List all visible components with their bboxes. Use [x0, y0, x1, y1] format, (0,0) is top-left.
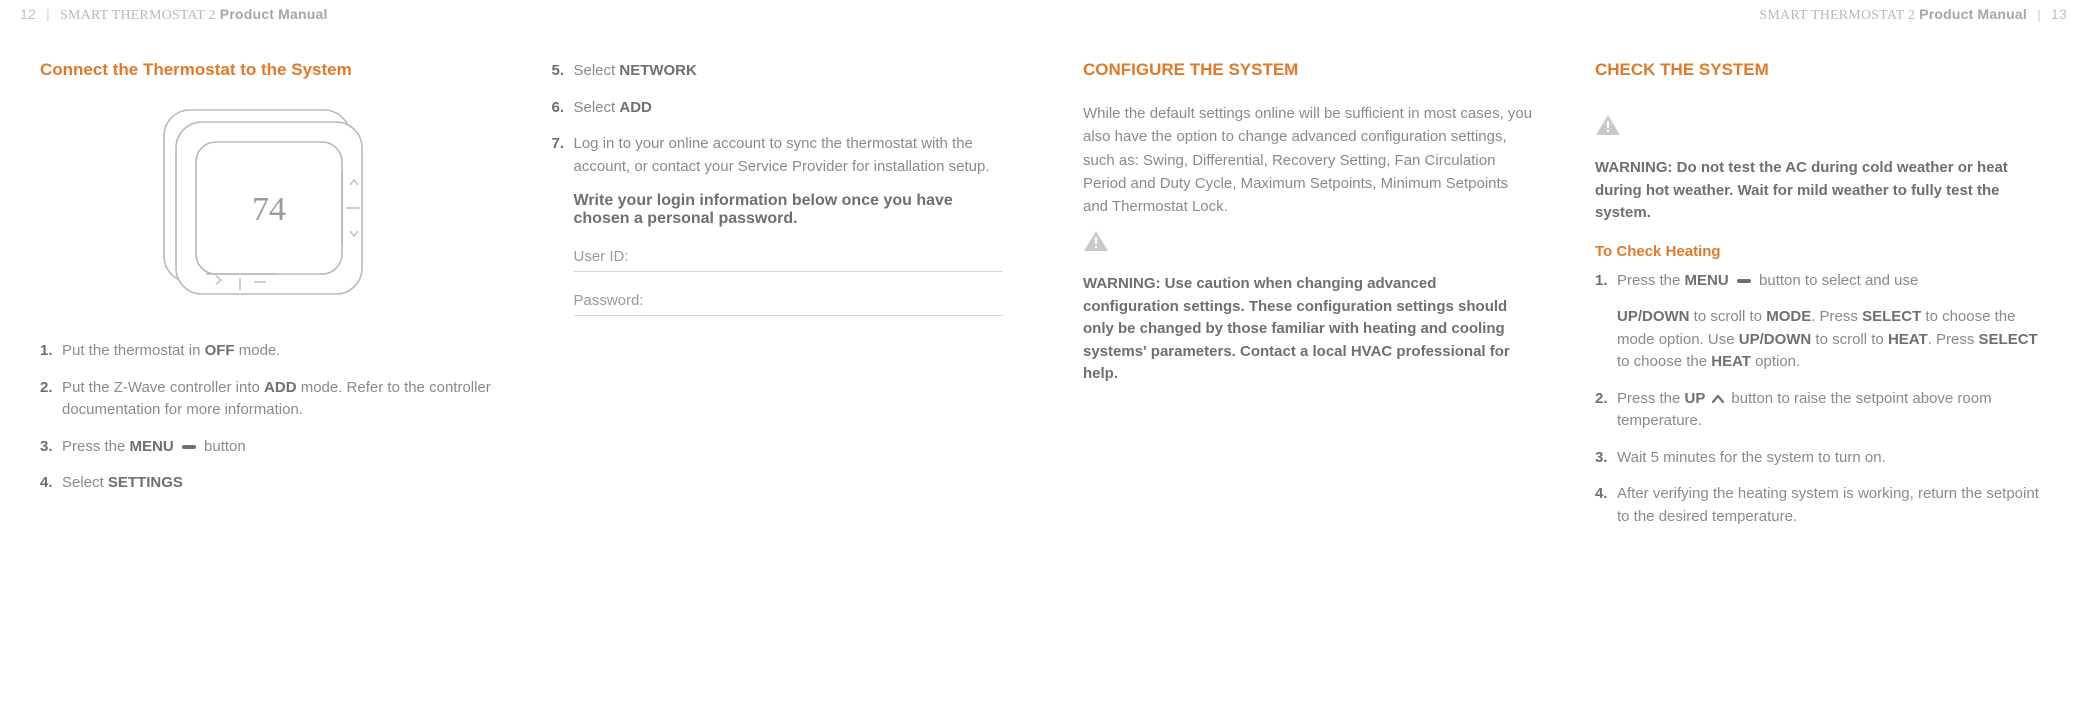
- right-col-1: CONFIGURE THE SYSTEM While the default s…: [1083, 60, 1535, 542]
- write-login-note: Write your login information below once …: [552, 192, 1004, 228]
- heading-check: CHECK THE SYSTEM: [1595, 60, 2047, 80]
- step-item: 3. Wait 5 minutes for the system to turn …: [1595, 447, 2047, 470]
- thermo-temp: 74: [252, 191, 286, 228]
- left-col2-steps: 5. Select NETWORK 6. Select ADD 7. Log in to …: [552, 60, 1004, 178]
- right-columns: CONFIGURE THE SYSTEM While the default s…: [1083, 60, 2047, 542]
- subheading-check-heating: To Check Heating: [1595, 243, 2047, 260]
- brand-serif: SMART THERMOSTAT 2: [1759, 8, 1915, 23]
- step-text: Wait 5 minutes for the system to turn on…: [1617, 449, 1886, 466]
- step-text: Put the Z-Wave controller into ADD mode.…: [62, 379, 491, 419]
- configure-warning: WARNING: Use caution when changing advan…: [1083, 273, 1535, 386]
- step-number: 4.: [1595, 483, 1608, 506]
- user-id-label: User ID:: [574, 248, 629, 265]
- page-right: SMART THERMOSTAT 2 Product Manual | 13 C…: [1043, 0, 2087, 706]
- step-item: 2. Press the UP button to raise the setpo…: [1595, 388, 2047, 433]
- heading-configure: CONFIGURE THE SYSTEM: [1083, 60, 1535, 80]
- left-col-1: Connect the Thermostat to the System: [40, 60, 492, 509]
- configure-intro: While the default settings online will b…: [1083, 102, 1535, 218]
- brand-serif: SMART THERMOSTAT 2: [60, 8, 216, 23]
- running-head-right: SMART THERMOSTAT 2 Product Manual | 13: [1759, 6, 2067, 24]
- brand-bold: Product Manual: [1919, 6, 2027, 22]
- warning-icon: [1595, 114, 1621, 136]
- password-label: Password:: [574, 292, 644, 309]
- divider: |: [2031, 6, 2047, 22]
- step-number: 1.: [40, 340, 53, 363]
- step-number: 3.: [40, 436, 53, 459]
- divider: |: [40, 6, 56, 22]
- step-item: 4. After verifying the heating system is …: [1595, 483, 2047, 528]
- page-left: 12 | SMART THERMOSTAT 2 Product Manual C…: [0, 0, 1043, 706]
- user-id-field[interactable]: User ID:: [574, 240, 1004, 272]
- step-text: Log in to your online account to sync th…: [574, 135, 990, 175]
- step-item: 6. Select ADD: [552, 97, 1004, 120]
- step-text: Put the thermostat in OFF mode.: [62, 342, 280, 359]
- step-item: 2. Put the Z-Wave controller into ADD mod…: [40, 377, 492, 422]
- brand-bold: Product Manual: [220, 6, 328, 22]
- left-columns: Connect the Thermostat to the System: [40, 60, 1003, 509]
- step-text: Select SETTINGS: [62, 474, 183, 491]
- step-number: 2.: [1595, 388, 1608, 411]
- step-number: 5.: [552, 60, 565, 83]
- right-col-2: CHECK THE SYSTEM WARNING: Do not test th…: [1595, 60, 2047, 542]
- step-item: 1. Press the MENU button to select and us…: [1595, 270, 2047, 374]
- step-item: 1. Put the thermostat in OFF mode.: [40, 340, 492, 363]
- step-text: Select NETWORK: [574, 62, 697, 79]
- right-col2-steps: 1. Press the MENU button to select and us…: [1595, 270, 2047, 529]
- step-text: Press the UP button to raise the setpoin…: [1617, 390, 1992, 430]
- step-number: 6.: [552, 97, 565, 120]
- running-head-left: 12 | SMART THERMOSTAT 2 Product Manual: [20, 6, 328, 24]
- step-item: 4. Select SETTINGS: [40, 472, 492, 495]
- step-number: 3.: [1595, 447, 1608, 470]
- step-item: 5. Select NETWORK: [552, 60, 1004, 83]
- check-warning: WARNING: Do not test the AC during cold …: [1595, 157, 2047, 225]
- step-text: Press the MENU button to select and useU…: [1617, 272, 2047, 374]
- step-text: Select ADD: [574, 99, 652, 116]
- step-text: After verifying the heating system is wo…: [1617, 485, 2039, 525]
- password-field[interactable]: Password:: [574, 284, 1004, 316]
- step-number: 1.: [1595, 270, 1608, 293]
- thermostat-illustration: 74: [136, 102, 396, 312]
- left-col1-steps: 1. Put the thermostat in OFF mode. 2. Put t…: [40, 340, 492, 495]
- step-number: 2.: [40, 377, 53, 400]
- step-number: 7.: [552, 133, 565, 156]
- step-item: 7. Log in to your online account to sync …: [552, 133, 1004, 178]
- step-item: 3. Press the MENU button: [40, 436, 492, 459]
- step-text: Press the MENU button: [62, 438, 246, 455]
- heading-connect: Connect the Thermostat to the System: [40, 60, 492, 80]
- page-number: 13: [2051, 6, 2067, 22]
- step-number: 4.: [40, 472, 53, 495]
- page-number: 12: [20, 6, 36, 22]
- warning-icon: [1083, 230, 1109, 252]
- left-col-2: 5. Select NETWORK 6. Select ADD 7. Log in to …: [552, 60, 1004, 509]
